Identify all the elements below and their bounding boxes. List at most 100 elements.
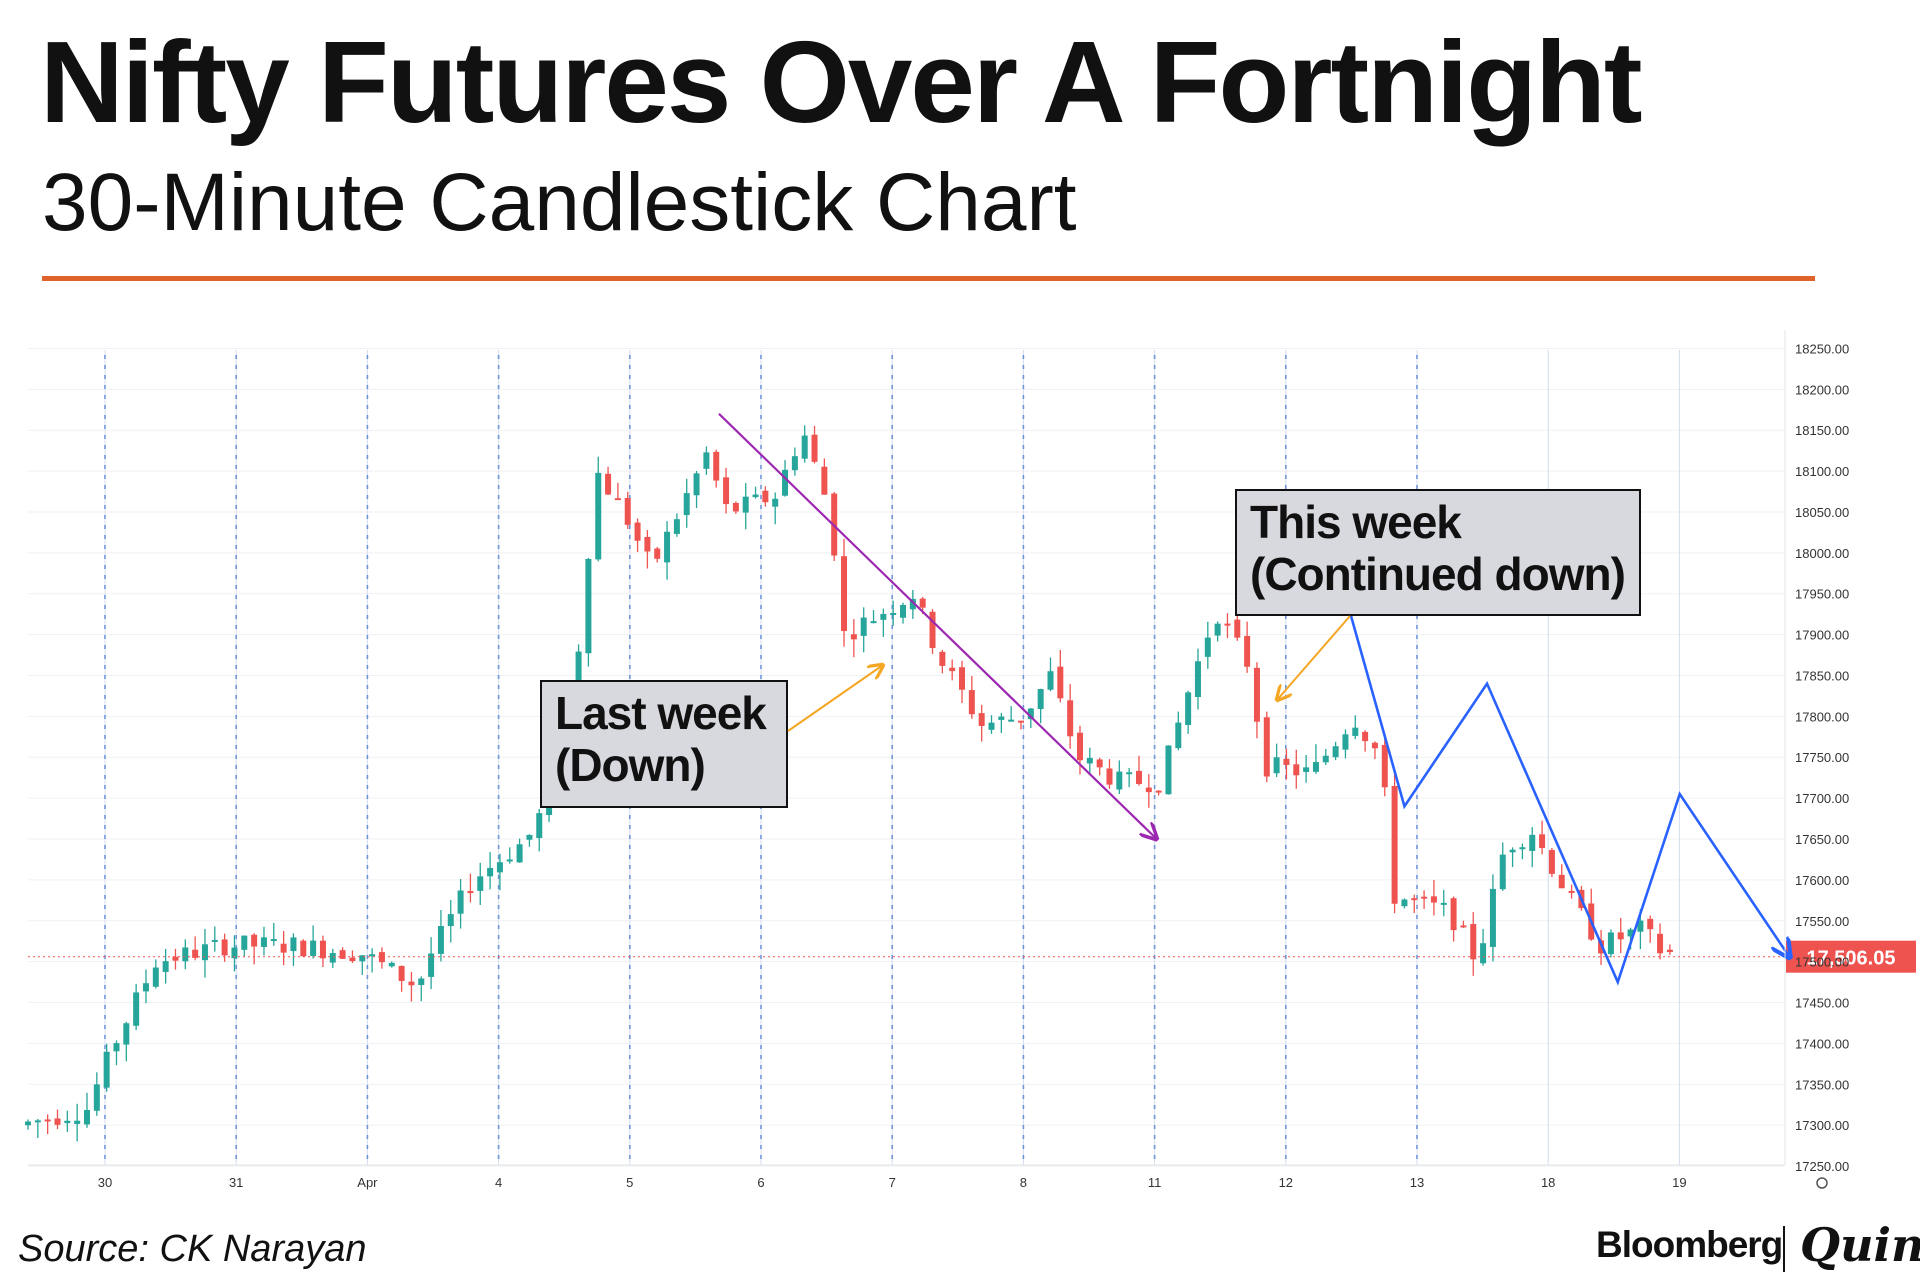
brand-logo-quint: Quint xyxy=(1800,1218,1920,1272)
y-tick-label: 17900.00 xyxy=(1795,628,1849,643)
x-tick-label: 31 xyxy=(229,1175,243,1190)
candle-body xyxy=(683,493,690,516)
candle-body xyxy=(526,834,533,840)
candle-body xyxy=(1558,874,1565,889)
annotation-text: (Continued down) xyxy=(1250,548,1625,600)
candle-body xyxy=(1430,896,1437,903)
candle-body xyxy=(290,937,297,952)
candle-body xyxy=(890,612,897,615)
chart-subtitle: 30-Minute Candlestick Chart xyxy=(42,157,1077,248)
candle-body xyxy=(1185,692,1192,725)
y-tick-label: 18200.00 xyxy=(1795,382,1849,397)
candle-body xyxy=(1607,932,1614,955)
candle-body xyxy=(614,498,621,501)
candle-body xyxy=(1440,902,1447,905)
x-tick-label: 6 xyxy=(757,1175,764,1190)
candle-body xyxy=(467,891,474,894)
y-tick-label: 17300.00 xyxy=(1795,1118,1849,1133)
candle-body xyxy=(1460,925,1467,928)
candle-body xyxy=(1666,949,1673,952)
annotation-text: (Down) xyxy=(555,739,705,791)
annotation-overlays: 17,506.05 xyxy=(28,413,1916,986)
candle-body xyxy=(172,956,179,961)
chart-axes: 18250.00 18200.00 18150.00 18100.00 18050.00… xyxy=(28,330,1849,1190)
candle-body xyxy=(1116,771,1123,790)
candle-body xyxy=(1244,635,1251,667)
candle-body xyxy=(437,926,444,954)
candle-body xyxy=(968,690,975,715)
annotation-box xyxy=(1235,489,1641,616)
candle-body xyxy=(585,558,592,654)
candle-body xyxy=(211,939,218,942)
y-tick-label: 17600.00 xyxy=(1795,873,1849,888)
candle-body xyxy=(1499,854,1506,890)
candle-body xyxy=(1627,929,1634,937)
chart-grid xyxy=(28,347,1785,1167)
annotation-this-week: This week(Continued down) xyxy=(1235,489,1641,700)
candle-body xyxy=(1096,759,1103,768)
candle-body xyxy=(1263,717,1270,777)
candle-body xyxy=(133,992,140,1026)
candle-body xyxy=(34,1120,41,1123)
candle-body xyxy=(428,953,435,977)
candle-body xyxy=(1224,623,1231,626)
candle-body xyxy=(673,519,680,534)
candle-body xyxy=(1657,933,1664,954)
candle-body xyxy=(791,456,798,471)
candle-body xyxy=(801,435,808,459)
candle-body xyxy=(1529,834,1536,851)
candle-body xyxy=(1421,896,1428,899)
candle-body xyxy=(880,613,887,620)
candle-body xyxy=(929,611,936,649)
y-tick-label: 18050.00 xyxy=(1795,505,1849,520)
candle-body xyxy=(978,713,985,726)
candle-body xyxy=(182,947,189,962)
y-tick-label: 17250.00 xyxy=(1795,1159,1849,1174)
candle-body xyxy=(300,940,307,957)
candle-body xyxy=(1126,772,1133,775)
brand-logo-bloomberg: Bloomberg xyxy=(1596,1224,1783,1265)
candle-body xyxy=(850,634,857,640)
x-tick-label: 4 xyxy=(495,1175,502,1190)
candle-body xyxy=(1293,764,1300,776)
candle-body xyxy=(1381,744,1388,788)
candle-body xyxy=(703,452,710,469)
x-tick-label: Apr xyxy=(357,1175,378,1190)
candle-body xyxy=(605,473,612,495)
annotation-text: This week xyxy=(1250,496,1462,548)
candle-body xyxy=(388,962,395,967)
x-tick-label: 13 xyxy=(1410,1175,1424,1190)
candle-body xyxy=(113,1043,120,1052)
candle-body xyxy=(221,939,228,956)
last-price-badge xyxy=(1786,940,1916,973)
candle-body xyxy=(860,617,867,636)
candle-body xyxy=(654,548,661,559)
candle-body xyxy=(939,651,946,666)
x-tick-label: 5 xyxy=(626,1175,633,1190)
candle-body xyxy=(1539,834,1546,849)
candle-body xyxy=(93,1084,100,1111)
candle-body xyxy=(369,954,376,957)
candle-body xyxy=(1401,899,1408,907)
candle-body xyxy=(1047,671,1054,690)
candle-body xyxy=(1253,667,1260,722)
x-tick-label: 8 xyxy=(1020,1175,1027,1190)
candle-body xyxy=(1548,850,1555,874)
candle-body xyxy=(54,1118,61,1125)
source-credit: Source: CK Narayan xyxy=(18,1228,367,1270)
candle-body xyxy=(280,943,287,953)
x-tick-label: 30 xyxy=(98,1175,112,1190)
candle-body xyxy=(1303,767,1310,772)
candle-body xyxy=(900,604,907,618)
candle-body xyxy=(1106,768,1113,785)
candle-body xyxy=(349,957,356,962)
candle-body xyxy=(74,1120,81,1124)
candle-body xyxy=(870,621,877,624)
candle-body xyxy=(595,472,602,560)
candle-body xyxy=(1519,847,1526,850)
candle-body xyxy=(998,716,1005,720)
y-tick-label: 18250.00 xyxy=(1795,341,1849,356)
brand-divider xyxy=(1783,1226,1785,1272)
candle-body xyxy=(841,556,848,631)
candle-body xyxy=(103,1051,110,1088)
